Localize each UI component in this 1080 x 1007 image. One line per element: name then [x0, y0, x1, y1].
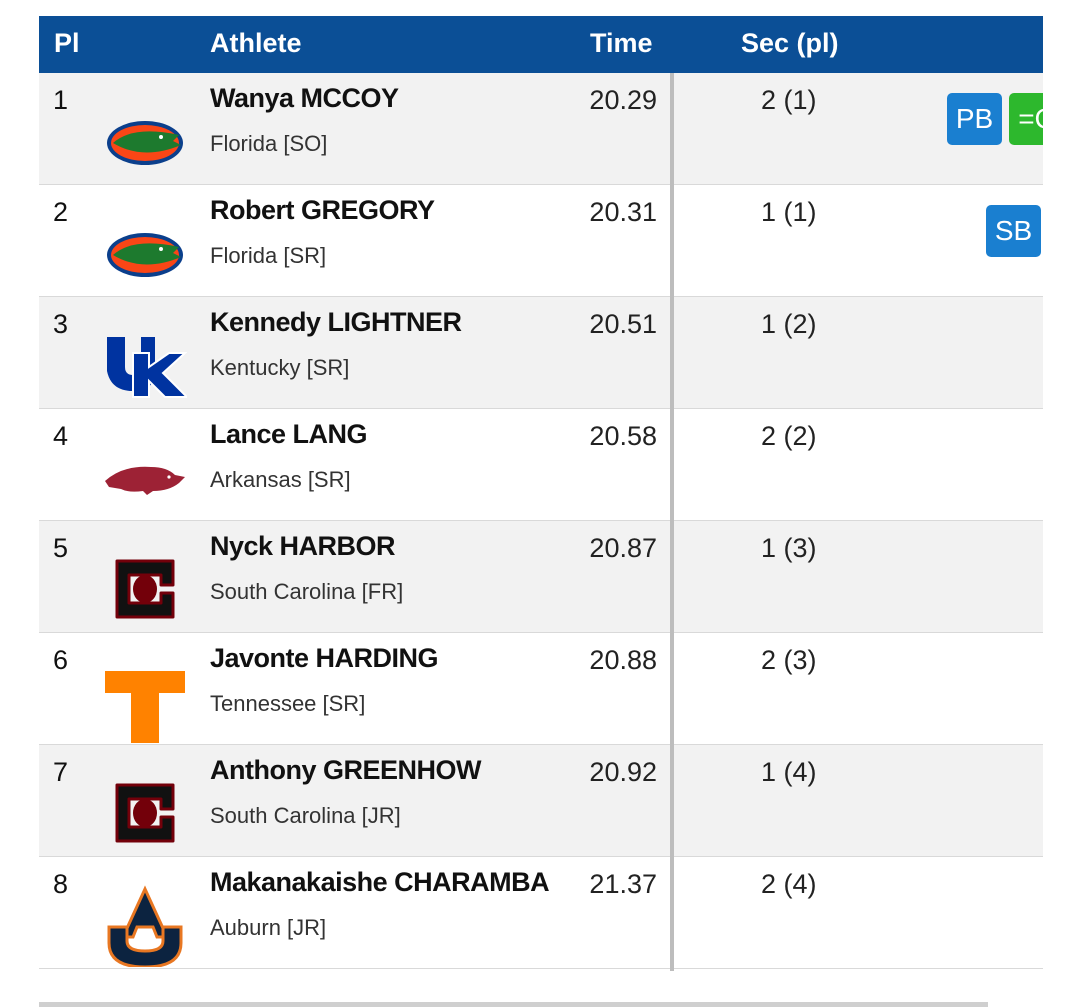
header-cell: Athlete: [210, 28, 302, 58]
result-row: 8 Makanakaishe CHARAMBA Auburn [JR] 21.37 2 …: [39, 857, 1043, 969]
time: 20.51: [589, 309, 657, 339]
heat-place: 1 (2): [761, 309, 817, 339]
time: 20.88: [589, 645, 657, 675]
place: 1: [53, 85, 69, 115]
column-divider: [670, 73, 674, 971]
badge: =C: [1009, 93, 1043, 145]
heat-place: 1 (1): [761, 197, 817, 227]
place: 6: [53, 645, 69, 675]
place: 8: [53, 869, 69, 899]
team-name: Florida [SO]: [210, 131, 328, 156]
heat-place: 2 (4): [761, 869, 817, 899]
header-cell: Pl: [54, 28, 80, 58]
place: 3: [53, 309, 69, 339]
athlete-name[interactable]: Lance LANG: [210, 419, 368, 449]
place: 2: [53, 197, 69, 227]
place: 5: [53, 533, 69, 563]
time: 20.29: [589, 85, 657, 115]
time: 20.31: [589, 197, 657, 227]
team-name: South Carolina [FR]: [210, 579, 404, 604]
team-name: Tennessee [SR]: [210, 691, 366, 716]
result-row: 5 Nyck HARBOR South Carolina [FR] 20.87 1 (3…: [39, 521, 1043, 633]
table-body: 1 Wanya MCCOY Florida [SO] 20.29 2 (1) PB=C 2 R…: [39, 73, 1043, 969]
team-logo: [105, 671, 185, 743]
time: 20.92: [589, 757, 657, 787]
time: 21.37: [589, 869, 657, 899]
result-row: 6 Javonte HARDING Tennessee [SR] 20.88 2 (3): [39, 633, 1043, 745]
team-logo: [105, 466, 185, 495]
team-logo: [107, 885, 183, 967]
badge: PB: [947, 93, 1002, 145]
header-cell: Time: [590, 28, 653, 58]
result-row: 4 Lance LANG Arkansas [SR] 20.58 2 (2): [39, 409, 1043, 521]
athlete-name[interactable]: Javonte HARDING: [210, 643, 439, 673]
athlete-name[interactable]: Anthony GREENHOW: [210, 755, 481, 785]
athlete-name[interactable]: Nyck HARBOR: [210, 531, 396, 561]
athlete-name[interactable]: Kennedy LIGHTNER: [210, 307, 462, 337]
table-header: Pl Athlete Time Sec (pl): [39, 16, 1043, 73]
heat-place: 1 (3): [761, 533, 817, 563]
heat-place: 2 (3): [761, 645, 817, 675]
team-name: Kentucky [SR]: [210, 355, 350, 380]
team-logo: [107, 337, 187, 398]
athlete-name[interactable]: Makanakaishe CHARAMBA: [210, 867, 550, 897]
results-table: Pl Athlete Time Sec (pl) 1 Wanya MCCOY Flo…: [39, 16, 1043, 969]
team-name: South Carolina [JR]: [210, 803, 401, 828]
result-row: 7 Anthony GREENHOW South Carolina [JR] 20.9…: [39, 745, 1043, 857]
athlete-name[interactable]: Robert GREGORY: [210, 195, 435, 225]
team-logo: [107, 233, 183, 277]
header-cell: Sec (pl): [741, 28, 839, 58]
team-logo: [107, 121, 183, 165]
badge: SB: [986, 205, 1041, 257]
place: 4: [53, 421, 69, 451]
team-logo: [115, 783, 175, 843]
team-name: Florida [SR]: [210, 243, 327, 268]
athlete-name[interactable]: Wanya MCCOY: [210, 83, 399, 113]
result-row: 2 Robert GREGORY Florida [SR] 20.31 1 (1) SB: [39, 185, 1043, 297]
time: 20.87: [589, 533, 657, 563]
heat-place: 2 (1): [761, 85, 817, 115]
heat-place: 2 (2): [761, 421, 817, 451]
place: 7: [53, 757, 69, 787]
scrollbar: [39, 1002, 988, 1007]
team-name: Auburn [JR]: [210, 915, 327, 940]
heat-place: 1 (4): [761, 757, 817, 787]
result-row: 1 Wanya MCCOY Florida [SO] 20.29 2 (1) PB=C: [39, 73, 1043, 185]
result-row: 3 Kennedy LIGHTNER Kentucky [SR] 20.51 1 (2): [39, 297, 1043, 409]
team-logo: [115, 559, 175, 619]
team-name: Arkansas [SR]: [210, 467, 351, 492]
time: 20.58: [589, 421, 657, 451]
